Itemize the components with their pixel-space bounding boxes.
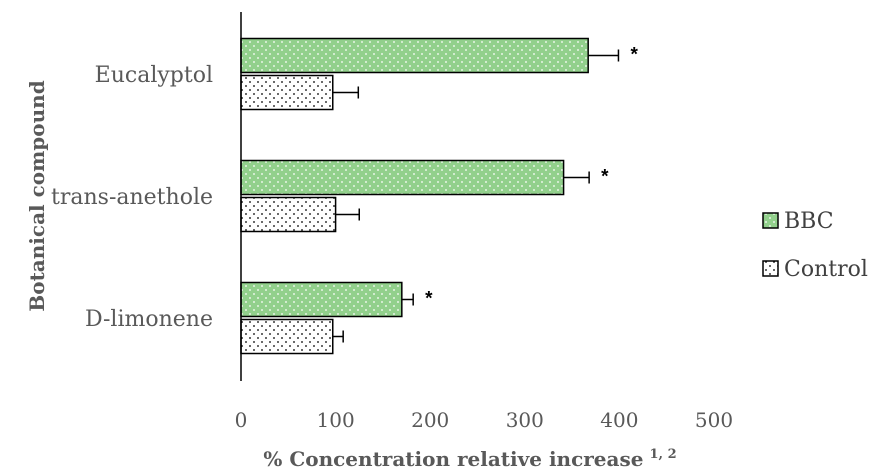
bar-control-0 xyxy=(240,74,334,111)
bar-bbc-2 xyxy=(240,281,403,318)
legend: BBC Control xyxy=(762,209,868,282)
significance-marker-0: * xyxy=(630,45,638,66)
x-tick-label: 200 xyxy=(411,408,449,432)
x-tick-label: 500 xyxy=(695,408,733,432)
x-tick-label: 300 xyxy=(506,408,544,432)
x-tick-label: 100 xyxy=(317,408,355,432)
legend-swatch-bbc xyxy=(762,212,779,229)
bar-control-2 xyxy=(240,318,334,355)
category-label: Eucalyptol xyxy=(95,63,213,88)
legend-label-control: Control xyxy=(784,257,868,282)
category-labels: Eucalyptol trans-anethole D-limonene xyxy=(51,63,213,332)
category-label: trans-anethole xyxy=(51,185,213,210)
x-axis-ticks: 0 100 200 300 400 500 xyxy=(235,408,733,432)
y-axis-title: Botanical compound xyxy=(25,80,49,311)
x-tick-label: 0 xyxy=(235,408,248,432)
x-axis-title: % Concentration relative increase 1, 2 xyxy=(263,447,676,471)
significance-marker-2: * xyxy=(425,289,433,310)
legend-label-bbc: BBC xyxy=(784,209,834,234)
category-label: D-limonene xyxy=(85,307,213,332)
bar-control-1 xyxy=(240,196,337,233)
bars-layer: * * * xyxy=(240,37,638,355)
significance-marker-1: * xyxy=(601,167,609,188)
bar-bbc-0 xyxy=(240,37,589,74)
legend-swatch-control xyxy=(762,260,779,277)
bar-bbc-1 xyxy=(240,159,565,196)
x-tick-label: 400 xyxy=(600,408,638,432)
